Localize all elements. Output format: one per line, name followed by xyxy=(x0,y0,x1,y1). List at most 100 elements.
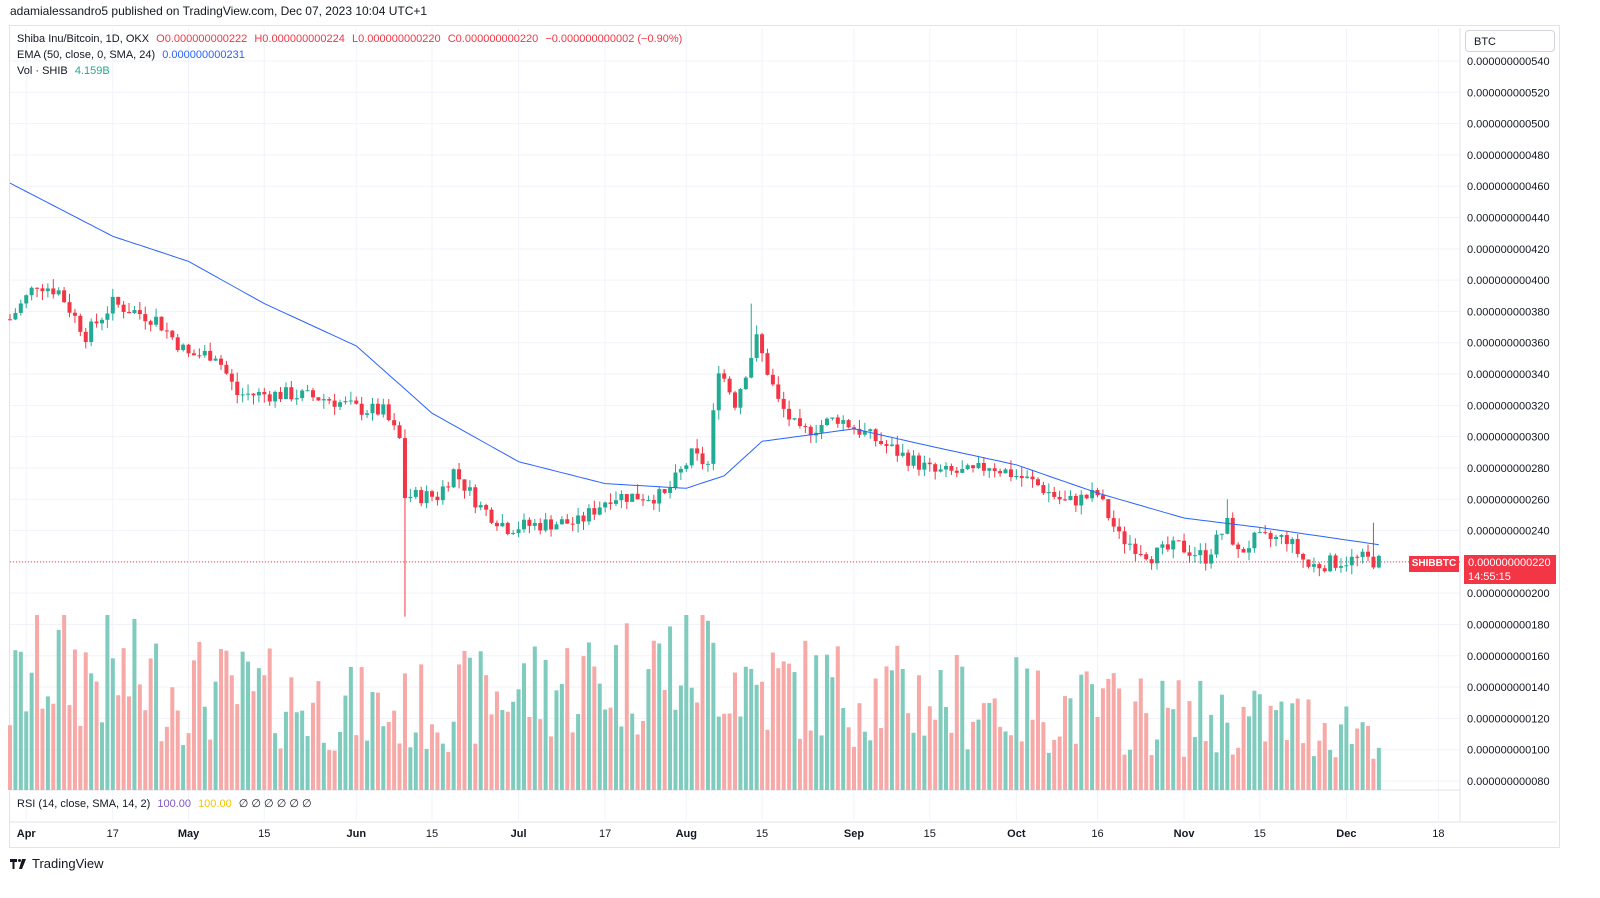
x-tick-label: Sep xyxy=(844,828,864,840)
volume-bar xyxy=(608,707,613,790)
candle-body xyxy=(776,384,781,399)
candle-body xyxy=(1003,469,1008,474)
y-tick-label: 0.000000000100 xyxy=(1467,745,1550,757)
candle-body xyxy=(1279,535,1284,537)
candle-body xyxy=(402,438,407,499)
candle-body xyxy=(13,312,18,320)
volume-bar xyxy=(1236,747,1241,790)
volume-bar xyxy=(1155,739,1160,790)
candle-body xyxy=(743,377,748,390)
volume-bar xyxy=(1117,688,1122,790)
x-tick-label: 15 xyxy=(426,828,438,840)
candle-body xyxy=(1133,543,1138,554)
candle-body xyxy=(570,523,575,525)
volume-bar xyxy=(1133,701,1138,790)
candle-body xyxy=(511,532,516,534)
candle-body xyxy=(143,314,148,322)
volume-bar xyxy=(132,618,137,790)
candle-body xyxy=(835,417,840,424)
candle-body xyxy=(159,316,164,331)
volume-bar xyxy=(305,736,310,790)
rsi-label[interactable]: RSI (14, close, SMA, 14, 2) xyxy=(17,798,151,810)
ema-label[interactable]: EMA (50, close, 0, SMA, 24) xyxy=(17,49,156,61)
volume-bar xyxy=(613,645,618,790)
candle-body xyxy=(765,353,770,375)
y-tick-label: 0.000000000380 xyxy=(1467,306,1550,318)
volume-bar xyxy=(516,689,521,790)
volume-bar xyxy=(1176,680,1181,790)
volume-label[interactable]: Vol · SHIB xyxy=(17,65,68,77)
candle-body xyxy=(1203,550,1208,564)
candle-body xyxy=(1019,475,1024,479)
candle-body xyxy=(359,403,364,415)
footer-brand[interactable]: TradingView xyxy=(10,856,104,871)
candle-body xyxy=(1290,539,1295,545)
candle-body xyxy=(803,426,808,428)
candle-body xyxy=(1209,554,1214,564)
volume-bar xyxy=(343,695,348,790)
volume-bar xyxy=(354,735,359,790)
candle-body xyxy=(392,420,397,426)
volume-bar xyxy=(554,690,559,790)
candle-body xyxy=(1111,518,1116,527)
x-tick-label: 15 xyxy=(1254,828,1266,840)
volume-bar xyxy=(965,749,970,790)
candle-body xyxy=(543,519,548,531)
candle-body xyxy=(94,321,99,324)
volume-bar xyxy=(148,658,153,790)
candle-body xyxy=(1008,469,1013,478)
rsi-legend: RSI (14, close, SMA, 14, 2) 100.00 100.0… xyxy=(17,797,316,810)
volume-bar xyxy=(597,683,602,790)
volume-bar xyxy=(316,681,321,790)
candle-body xyxy=(186,344,191,354)
candle-body xyxy=(965,465,970,469)
candle-body xyxy=(554,524,559,530)
x-tick-label: 15 xyxy=(924,828,936,840)
volume-bar xyxy=(673,709,678,790)
candle-body xyxy=(1090,490,1095,499)
candle-body xyxy=(40,288,45,292)
volume-bar xyxy=(1268,705,1273,790)
volume-bar xyxy=(538,719,543,790)
candle-body xyxy=(310,390,315,398)
y-tick-label: 0.000000000440 xyxy=(1467,213,1550,225)
candle-body xyxy=(89,321,94,342)
candle-body xyxy=(208,350,213,361)
ema-legend: EMA (50, close, 0, SMA, 24) 0.0000000002… xyxy=(17,49,249,61)
volume-bar xyxy=(83,652,88,790)
candle-body xyxy=(489,509,494,523)
volume-bar xyxy=(392,710,397,790)
volume-bar xyxy=(246,661,251,790)
candle-body xyxy=(105,313,110,320)
candle-body xyxy=(841,420,846,424)
candle-body xyxy=(386,404,391,421)
volume-bar xyxy=(976,719,981,790)
x-tick-label: Oct xyxy=(1007,828,1026,840)
candle-body xyxy=(787,408,792,420)
candle-body xyxy=(565,519,570,524)
currency-button[interactable]: BTC xyxy=(1465,30,1555,52)
volume-bar xyxy=(749,668,754,790)
volume-bar xyxy=(137,684,142,790)
volume-bar xyxy=(765,729,770,790)
volume-bar xyxy=(1203,741,1208,790)
candle-body xyxy=(651,499,656,504)
volume-bar xyxy=(808,730,813,790)
candle-body xyxy=(646,499,651,501)
volume-bar xyxy=(300,710,305,790)
candle-body xyxy=(949,466,954,471)
candle-body xyxy=(1052,492,1057,497)
volume-bar xyxy=(657,643,662,790)
volume-bar xyxy=(1225,722,1230,790)
x-tick-label: 18 xyxy=(1432,828,1444,840)
candle-body xyxy=(976,462,981,469)
volume-bar xyxy=(787,663,792,790)
candle-body xyxy=(197,355,202,357)
volume-bar xyxy=(716,716,721,790)
symbol-label[interactable]: Shiba Inu/Bitcoin, 1D, OKX xyxy=(17,33,150,45)
volume-bar xyxy=(338,731,343,790)
volume-bar xyxy=(478,651,483,790)
volume-bar xyxy=(998,726,1003,790)
candle-body xyxy=(873,429,878,442)
